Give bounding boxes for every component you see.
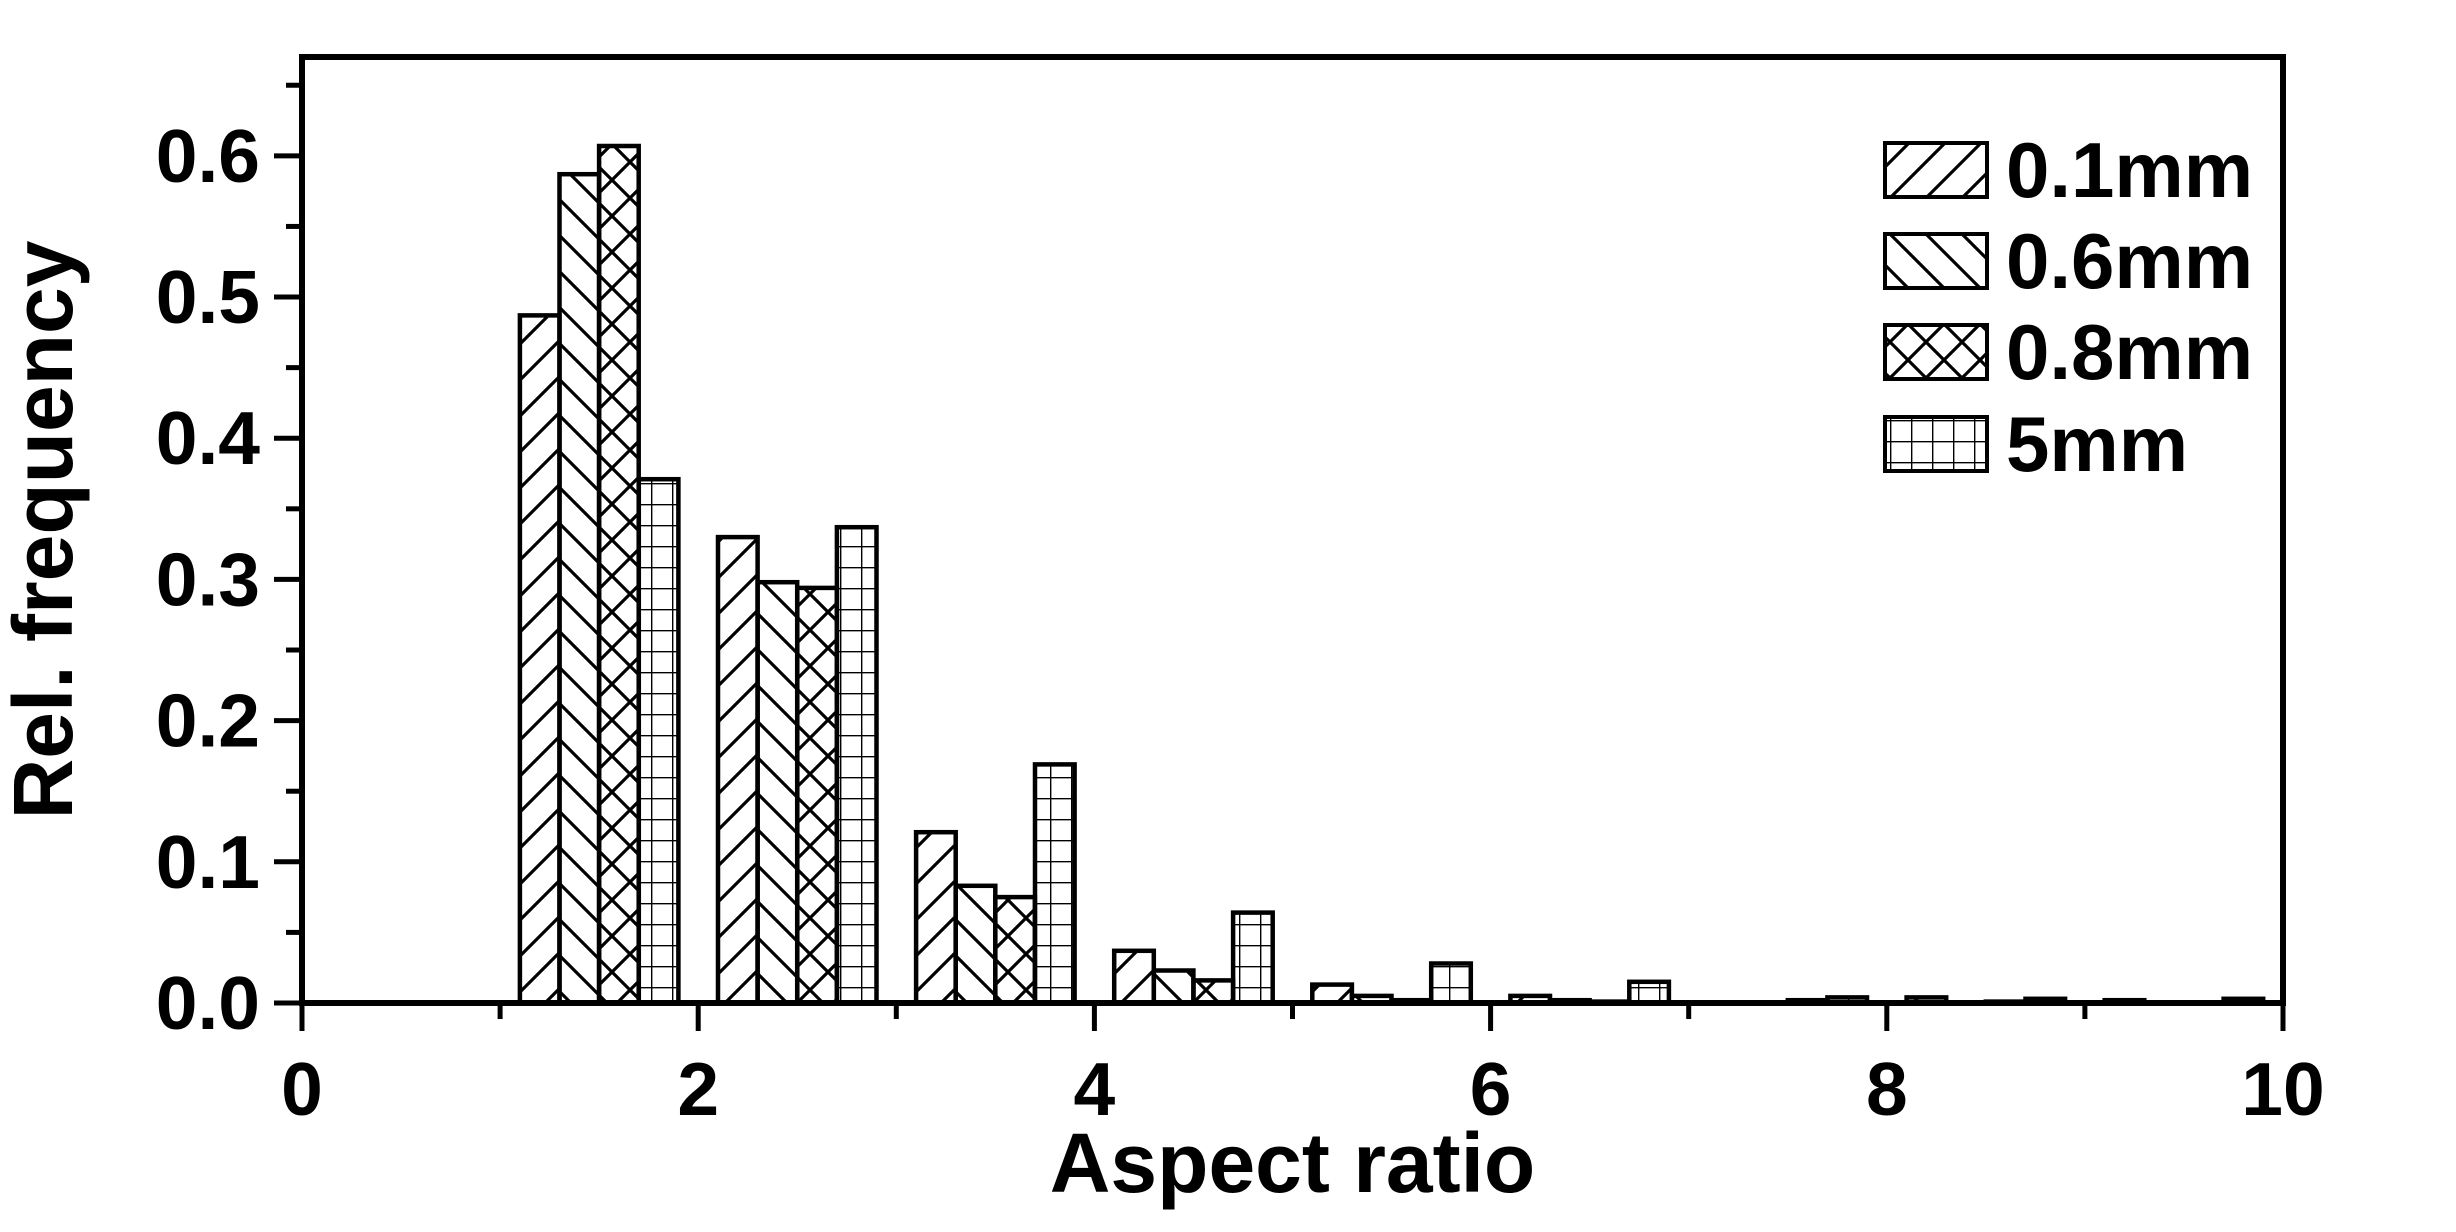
- x-tick-label: 6: [1470, 1047, 1512, 1131]
- x-tick-label: 10: [2241, 1047, 2324, 1131]
- histogram-bar-0.8mm-group3: [1191, 978, 1236, 1006]
- histogram-bar-5mm-group3: [1230, 910, 1275, 1006]
- histogram-bar-5mm-group5: [1627, 979, 1672, 1006]
- x-axis-title: Aspect ratio: [1050, 1116, 1535, 1210]
- y-tick-label: 0.2: [156, 679, 260, 763]
- histogram-bar-0.1mm-group0: [517, 313, 562, 1006]
- y-tick-label: 0.0: [156, 961, 260, 1045]
- y-tick-label: 0.3: [156, 537, 260, 621]
- histogram-bar-0.6mm-group3: [1151, 968, 1196, 1006]
- histogram-bar-0.8mm-group0: [596, 143, 641, 1006]
- histogram-bar-0.8mm-group2: [993, 894, 1038, 1006]
- histogram-bar-0.8mm-group1: [795, 585, 840, 1006]
- legend-swatch-grid: [1883, 415, 1989, 473]
- legend-label-0.6mm: 0.6mm: [2006, 217, 2253, 305]
- y-tick-label: 0.4: [156, 396, 261, 480]
- y-tick-label: 0.5: [156, 255, 260, 339]
- histogram-bar-0.1mm-group2: [913, 829, 958, 1006]
- x-tick-label: 8: [1866, 1047, 1908, 1131]
- histogram-bar-5mm-group1: [834, 524, 879, 1006]
- x-tick-label: 2: [677, 1047, 719, 1131]
- legend-swatch-crosshatch: [1883, 323, 1989, 381]
- histogram-bar-0.6mm-group0: [557, 171, 602, 1006]
- bars-layer: [517, 143, 2266, 1006]
- legend-label-0.1mm: 0.1mm: [2006, 126, 2253, 214]
- y-axis-title: Rel. frequency: [0, 240, 90, 819]
- labels-layer: 0.0 0.1 0.2 0.3 0.4 0.5 0.6 0 2 4 6 8 10 Aspect ratio…: [0, 114, 2325, 1210]
- histogram-bar-0.1mm-group1: [715, 534, 760, 1006]
- x-tick-label: 0: [281, 1047, 323, 1131]
- histogram-bar-0.6mm-group1: [755, 579, 800, 1006]
- legend-label-5mm: 5mm: [2006, 400, 2188, 488]
- histogram-bar-5mm-group0: [636, 476, 681, 1006]
- histogram-bar-5mm-group2: [1032, 762, 1077, 1006]
- legend-swatch-diagonal-forward: [1883, 141, 1989, 199]
- axes-layer: [274, 54, 2286, 1031]
- histogram-bar-0.6mm-group2: [953, 883, 998, 1006]
- y-tick-label: 0.6: [156, 114, 260, 198]
- legend-label-0.8mm: 0.8mm: [2006, 308, 2253, 396]
- x-tick-label: 4: [1074, 1047, 1116, 1131]
- histogram-bar-0.1mm-group3: [1111, 948, 1157, 1006]
- histogram-bar-5mm-group4: [1428, 961, 1474, 1006]
- y-tick-label: 0.1: [156, 820, 260, 904]
- legend-swatch-diagonal-backward: [1883, 232, 1989, 290]
